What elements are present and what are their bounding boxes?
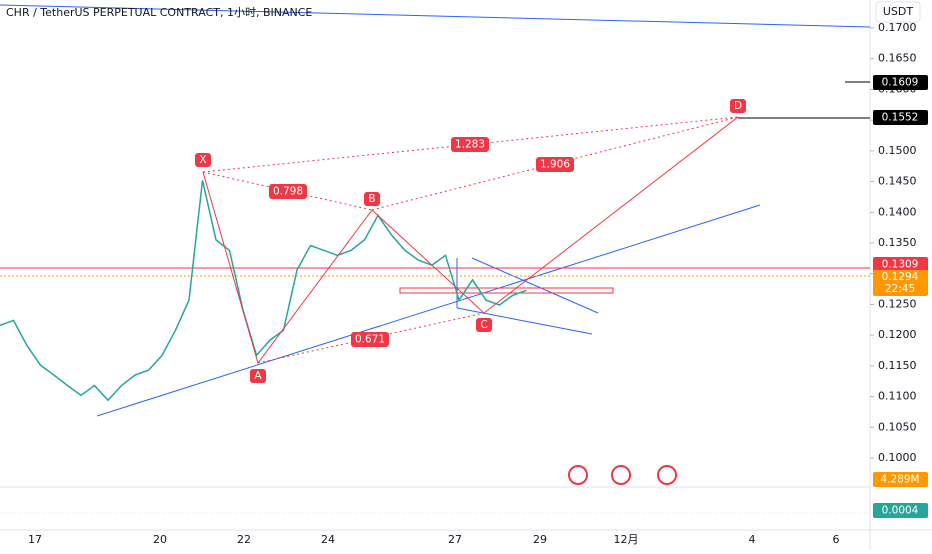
currency-box <box>875 1 921 23</box>
countdown: 22:45 <box>885 283 915 295</box>
price-label: 0.1700 <box>878 21 917 34</box>
event-icons <box>568 465 677 485</box>
price-label: 0.1650 <box>878 52 917 65</box>
time-label: 6 <box>833 533 840 546</box>
zone-box <box>399 287 614 294</box>
price-line <box>0 180 527 402</box>
indicator-tag: 0.0004 <box>882 505 919 517</box>
price-tag-text: 0.1552 <box>882 112 919 124</box>
chart-title: CHR / TetherUS PERPETUAL CONTRACT, 1小时, … <box>6 6 312 19</box>
price-tag <box>873 472 928 487</box>
time-label: 12月 <box>614 533 639 546</box>
ratio-label: 0.671 <box>355 334 385 346</box>
price-tag <box>873 257 928 272</box>
point-label: X <box>199 154 206 166</box>
ratio-label: 0.798 <box>273 186 303 198</box>
price-tag <box>873 75 928 90</box>
price-tag <box>873 270 928 296</box>
ratio-label: 1.283 <box>455 139 485 151</box>
point-label: C <box>480 319 487 331</box>
time-axis: 17 20 22 24 27 29 12月 4 6 <box>28 533 840 546</box>
point-label: D <box>734 100 742 112</box>
time-label: 24 <box>321 533 335 546</box>
time-label: 22 <box>237 533 251 546</box>
point-label: B <box>368 193 375 205</box>
time-label: 17 <box>28 533 42 546</box>
price-label: 0.1400 <box>878 205 917 218</box>
price-label: 0.1000 <box>878 451 917 464</box>
price-tag-text: 0.1609 <box>882 77 919 89</box>
price-label: 0.1450 <box>878 175 917 188</box>
price-label: 0.1100 <box>878 390 917 403</box>
trend-lines <box>0 4 871 417</box>
price-series <box>0 180 527 402</box>
price-tag <box>873 110 928 125</box>
price-label: 0.1200 <box>878 328 917 341</box>
price-tag <box>873 503 928 518</box>
price-label: 0.1250 <box>878 297 917 310</box>
currency: USDT <box>883 5 914 18</box>
ratio-label: 1.906 <box>540 159 570 171</box>
time-label: 4 <box>749 533 756 546</box>
price-label: 0.1350 <box>878 236 917 249</box>
volume-tag: 4.289M <box>880 474 919 486</box>
pattern-labels: X A B C D 0.798 0.671 1.283 1.906 <box>195 99 746 383</box>
price-tag-text: 0.1294 <box>882 271 919 283</box>
point-label: A <box>254 370 262 382</box>
time-label: 20 <box>153 533 167 546</box>
time-label: 27 <box>448 533 462 546</box>
price-label: 0.1150 <box>878 359 917 372</box>
price-label: 0.1500 <box>878 144 917 157</box>
time-label: 29 <box>533 533 547 546</box>
price-label: 0.1050 <box>878 420 917 433</box>
price-tag-text: 0.1309 <box>882 259 919 271</box>
